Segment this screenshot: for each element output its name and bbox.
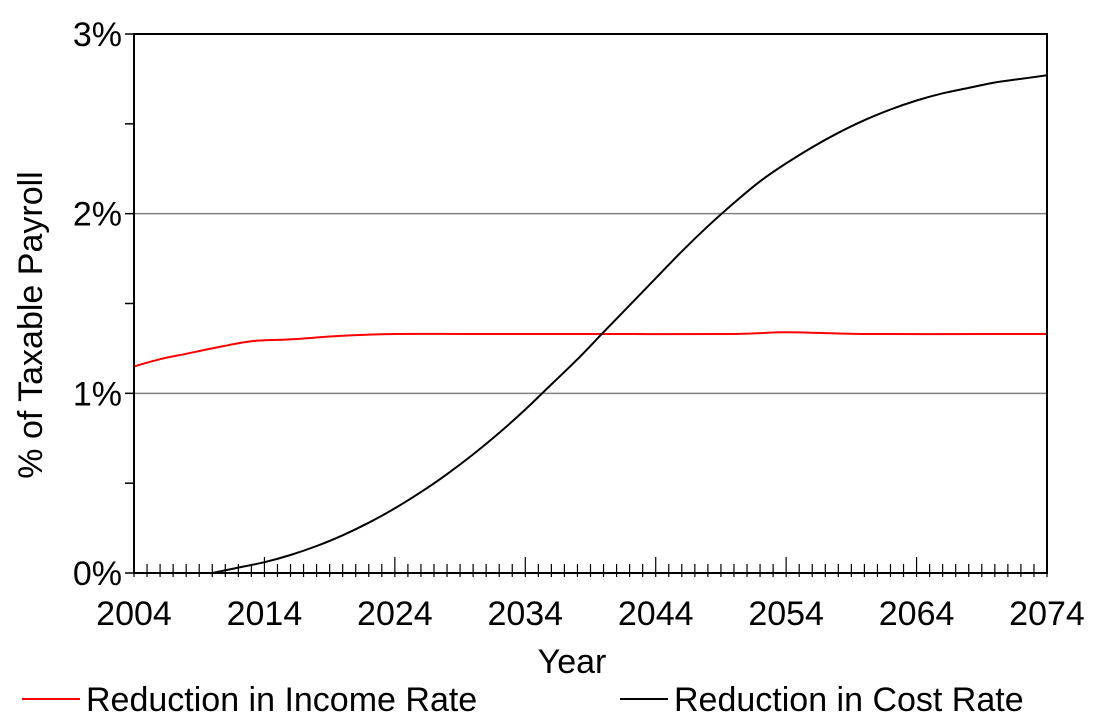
legend-label-cost-rate: Reduction in Cost Rate xyxy=(674,681,1024,717)
legend-label-income-rate: Reduction in Income Rate xyxy=(86,681,477,717)
x-tick-label: 2014 xyxy=(227,595,303,633)
y-tick-label: 1% xyxy=(73,375,122,413)
x-tick-label: 2024 xyxy=(357,595,433,633)
x-tick-label: 2064 xyxy=(879,595,955,633)
series-line-1 xyxy=(212,74,1048,574)
y-tick-label: 3% xyxy=(73,16,122,54)
axis-ticks xyxy=(125,33,1048,577)
x-tick-label: 2074 xyxy=(1009,595,1085,633)
x-tick-label: 2004 xyxy=(96,595,172,633)
gridlines xyxy=(134,212,1047,395)
y-tick-label: 0% xyxy=(73,555,122,593)
x-tick-label: 2034 xyxy=(487,595,563,633)
plot-frame xyxy=(133,33,1048,574)
x-tick-label: 2044 xyxy=(618,595,694,633)
legend: Reduction in Income Rate Reduction in Co… xyxy=(22,681,1024,717)
y-axis-title: % of Taxable Payroll xyxy=(12,171,50,478)
y-tick-label: 2% xyxy=(73,196,122,234)
series-lines xyxy=(133,74,1048,574)
tick-labels: 0% 1% 2% 3% 2004 2014 2024 2034 2044 2054 2064 2074 xyxy=(73,16,1085,633)
x-axis-title: Year xyxy=(538,643,607,681)
series-line-0 xyxy=(133,331,1047,368)
x-tick-label: 2054 xyxy=(748,595,824,633)
